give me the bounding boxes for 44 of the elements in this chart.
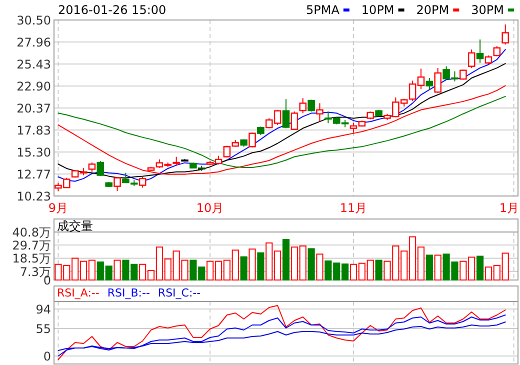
text: RSI_A:-- [57, 286, 100, 300]
bar [248, 248, 256, 280]
bar [308, 248, 315, 280]
bar [375, 260, 382, 280]
line-series [58, 314, 506, 356]
x-tick-label: 1月 [499, 201, 519, 215]
y-tick-label: 30.50 [16, 14, 51, 28]
chart-title: 成交量 [57, 219, 93, 233]
line-series [58, 305, 506, 360]
line-series [58, 322, 506, 351]
legend-label: 30PM [471, 3, 504, 17]
y-tick-label: 20.37 [16, 101, 51, 116]
legend-label: 5PMA [306, 3, 340, 17]
bar [114, 260, 121, 280]
y-tick-label: 18.5万 [12, 252, 51, 266]
bar [257, 252, 264, 280]
line-series [58, 96, 506, 168]
bar [426, 254, 433, 280]
x-tick-label: 10月 [196, 201, 224, 215]
bar [240, 256, 248, 280]
legend-label: 20PM [416, 3, 450, 17]
legend-label: 10PM [361, 3, 394, 17]
y-tick-label: 17.83 [16, 124, 51, 138]
y-tick-label: 29.7万 [12, 238, 51, 253]
y-tick-label: 94 [36, 302, 51, 316]
bar [476, 256, 484, 280]
x-tick-label: 11月 [340, 201, 368, 215]
line-series [58, 85, 506, 175]
y-tick-label: 25.43 [16, 58, 51, 72]
y-tick-label: 10.23 [16, 190, 51, 204]
bar [434, 254, 442, 280]
bar [282, 239, 290, 280]
y-tick-label: 40.8万 [12, 226, 51, 240]
y-tick-label: 22.90 [16, 79, 51, 94]
y-tick-label: 55 [36, 322, 51, 336]
y-tick-label: 15.30 [16, 145, 51, 160]
text: RSI_B:-- [107, 286, 150, 300]
text: RSI_C:-- [158, 286, 201, 300]
y-tick-label: 27.96 [16, 36, 51, 50]
chart-title: 2016-01-26 15:00 [58, 3, 166, 17]
y-tick-label: 12.77 [16, 167, 51, 182]
bar [316, 254, 324, 280]
x-tick-label: 9月 [48, 201, 68, 215]
y-tick-label: 0 [43, 350, 51, 364]
